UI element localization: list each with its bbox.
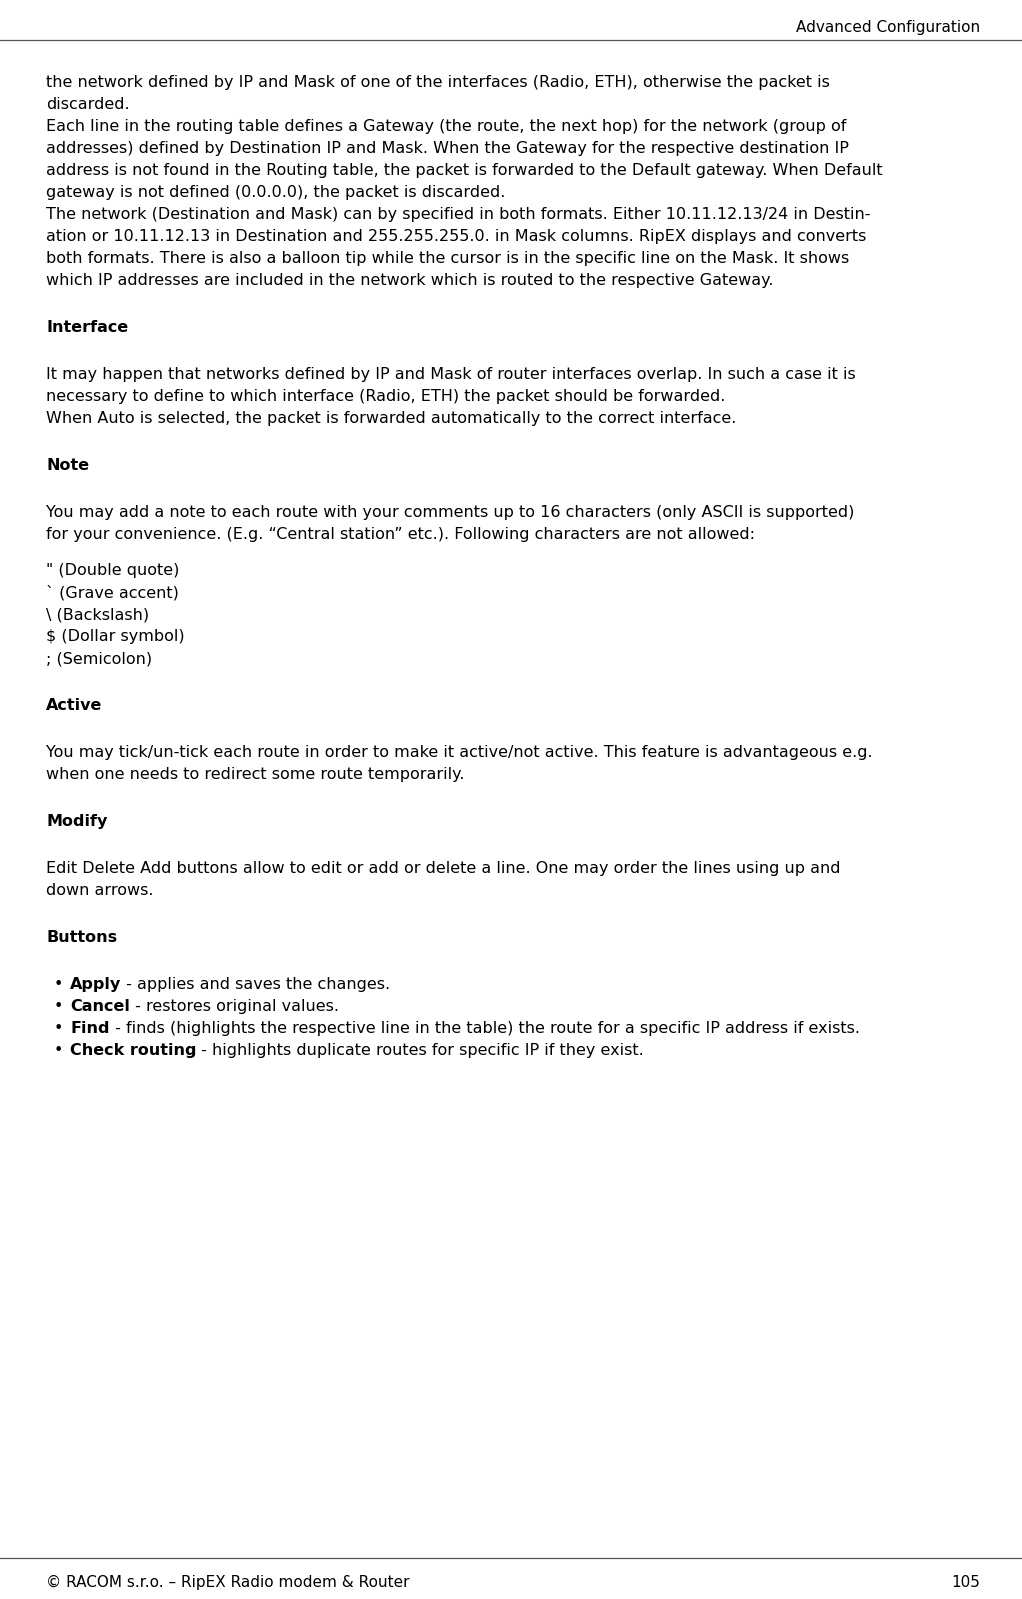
Text: Buttons: Buttons [46, 931, 118, 945]
Text: Each line in the routing table defines a Gateway (the route, the next hop) for t: Each line in the routing table defines a… [46, 118, 846, 134]
Text: Note: Note [46, 457, 89, 473]
Text: •: • [54, 977, 63, 991]
Text: •: • [54, 1043, 63, 1059]
Text: \ (Backslash): \ (Backslash) [46, 608, 149, 622]
Text: ; (Semicolon): ; (Semicolon) [46, 651, 152, 667]
Text: Cancel: Cancel [69, 999, 130, 1014]
Text: - finds (highlights the respective line in the table) the route for a specific I: - finds (highlights the respective line … [109, 1022, 860, 1036]
Text: The network (Destination and Mask) can by specified in both formats. Either 10.1: The network (Destination and Mask) can b… [46, 206, 871, 222]
Text: for your convenience. (E.g. “Central station” etc.). Following characters are no: for your convenience. (E.g. “Central sta… [46, 528, 755, 542]
Text: When Auto is selected, the packet is forwarded automatically to the correct inte: When Auto is selected, the packet is for… [46, 411, 737, 425]
Text: Advanced Configuration: Advanced Configuration [796, 21, 980, 35]
Text: - highlights duplicate routes for specific IP if they exist.: - highlights duplicate routes for specif… [196, 1043, 644, 1059]
Text: when one needs to redirect some route temporarily.: when one needs to redirect some route te… [46, 768, 465, 782]
Text: Interface: Interface [46, 320, 128, 336]
Text: address is not found in the Routing table, the packet is forwarded to the Defaul: address is not found in the Routing tabl… [46, 163, 883, 177]
Text: You may tick/un-tick each route in order to make it active/not active. This feat: You may tick/un-tick each route in order… [46, 745, 873, 760]
Text: 105: 105 [951, 1575, 980, 1589]
Text: - applies and saves the changes.: - applies and saves the changes. [122, 977, 390, 991]
Text: the network defined by IP and Mask of one of the interfaces (Radio, ETH), otherw: the network defined by IP and Mask of on… [46, 75, 830, 90]
Text: Active: Active [46, 699, 102, 713]
Text: down arrows.: down arrows. [46, 883, 153, 899]
Text: necessary to define to which interface (Radio, ETH) the packet should be forward: necessary to define to which interface (… [46, 389, 726, 405]
Text: - restores original values.: - restores original values. [130, 999, 339, 1014]
Text: You may add a note to each route with your comments up to 16 characters (only AS: You may add a note to each route with yo… [46, 505, 854, 520]
Text: $ (Dollar symbol): $ (Dollar symbol) [46, 628, 185, 644]
Text: Edit Delete Add buttons allow to edit or add or delete a line. One may order the: Edit Delete Add buttons allow to edit or… [46, 860, 840, 876]
Text: Check routing: Check routing [69, 1043, 196, 1059]
Text: © RACOM s.r.o. – RipEX Radio modem & Router: © RACOM s.r.o. – RipEX Radio modem & Rou… [46, 1575, 410, 1589]
Text: Apply: Apply [69, 977, 122, 991]
Text: Modify: Modify [46, 814, 107, 828]
Text: " (Double quote): " (Double quote) [46, 563, 180, 577]
Text: discarded.: discarded. [46, 98, 130, 112]
Text: Find: Find [69, 1022, 109, 1036]
Text: both formats. There is also a balloon tip while the cursor is in the specific li: both formats. There is also a balloon ti… [46, 251, 849, 265]
Text: which IP addresses are included in the network which is routed to the respective: which IP addresses are included in the n… [46, 273, 774, 288]
Text: •: • [54, 999, 63, 1014]
Text: ation or 10.11.12.13 in Destination and 255.255.255.0. in Mask columns. RipEX di: ation or 10.11.12.13 in Destination and … [46, 229, 867, 245]
Text: ` (Grave accent): ` (Grave accent) [46, 585, 179, 601]
Text: It may happen that networks defined by IP and Mask of router interfaces overlap.: It may happen that networks defined by I… [46, 368, 855, 382]
Text: addresses) defined by Destination IP and Mask. When the Gateway for the respecti: addresses) defined by Destination IP and… [46, 141, 849, 157]
Text: gateway is not defined (0.0.0.0), the packet is discarded.: gateway is not defined (0.0.0.0), the pa… [46, 185, 505, 200]
Text: •: • [54, 1022, 63, 1036]
